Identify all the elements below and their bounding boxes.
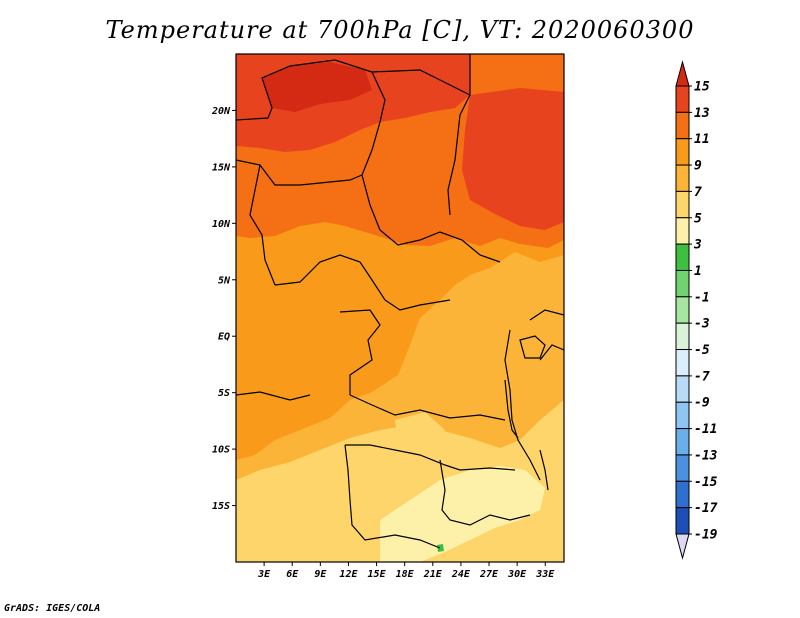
colorbar-label: -5 [694, 343, 710, 358]
colorbar-segment [675, 111, 690, 140]
border-line [439, 459, 531, 526]
colorbar-bottom-arrow [675, 533, 690, 560]
longitude-axis: 3E 6E 9E 12E 15E 18E 21E 24E 27E 30E 33E [257, 562, 555, 580]
colorbar-label: 7 [694, 185, 702, 200]
border-line [339, 309, 381, 395]
colorbar-segment [675, 190, 690, 219]
lon-tick-label: 3E [257, 569, 271, 580]
lake-malawi [539, 449, 549, 491]
border-line [249, 164, 276, 286]
colorbar-segment [675, 85, 690, 113]
lat-tick-label: 5N [218, 275, 231, 286]
border-line [236, 391, 311, 401]
colorbar-label: -11 [694, 422, 717, 437]
border-line [529, 309, 564, 321]
colorbar-segment [675, 454, 690, 482]
lat-tick-label: 10S [212, 445, 230, 456]
colorbar-label: 13 [694, 106, 710, 121]
colorbar: 15 13 11 9 7 5 3 1 -1 -3 -5 -7 -9 -11 -13 -15 -17 -19 [675, 60, 718, 560]
colorbar-label: 11 [694, 132, 710, 147]
lon-tick-label: 30E [507, 569, 527, 580]
lat-tick-label: 5S [218, 388, 230, 399]
colorbar-label: -9 [694, 396, 710, 411]
field-3-5 [437, 544, 444, 552]
lon-tick-label: 15E [368, 569, 387, 580]
field-blob-3 [395, 412, 445, 448]
grads-credit: GrADS: IGES/COLA [4, 603, 101, 614]
border-line [274, 254, 451, 311]
lon-tick-label: 24E [451, 569, 471, 580]
border-line [447, 54, 471, 216]
border-line [334, 59, 386, 231]
colorbar-label: 9 [694, 159, 702, 174]
field-15plus [262, 62, 372, 112]
colorbar-label: 5 [694, 211, 702, 226]
colorbar-top-arrow [675, 60, 690, 87]
latitude-axis: 20N 15N 10N 5N EQ 5S 10S 15S [211, 106, 236, 512]
lake-tanganyika [504, 379, 519, 439]
lon-tick-label: 12E [339, 569, 358, 580]
lat-tick-label: 15S [212, 501, 230, 512]
lon-tick-label: 9E [314, 569, 327, 580]
border-line [349, 394, 506, 421]
colorbar-segment [675, 269, 690, 298]
colorbar-segment [675, 243, 690, 271]
lat-tick-label: 10N [212, 219, 231, 230]
border-line [236, 59, 336, 121]
field-5-7 [380, 466, 545, 562]
colorbar-segment [675, 428, 690, 456]
border-line [344, 444, 441, 549]
colorbar-segment [675, 349, 690, 377]
colorbar-label: -3 [694, 317, 710, 332]
colorbar-label: -7 [694, 369, 710, 384]
lon-tick-label: 18E [396, 569, 415, 580]
colorbar-segment [675, 164, 690, 192]
lat-tick-label: EQ [218, 332, 230, 343]
colorbar-label: -19 [694, 528, 718, 543]
country-boundaries [236, 54, 564, 549]
colorbar-segment [675, 375, 690, 403]
colorbar-segment [675, 507, 690, 535]
border-line [345, 444, 516, 471]
colorbar-label: -13 [694, 448, 718, 463]
lon-tick-label: 33E [535, 569, 555, 580]
lat-tick-label: 15N [212, 162, 231, 173]
border-line [371, 69, 471, 96]
field-east-warm [462, 88, 564, 230]
colorbar-label: 1 [694, 264, 702, 279]
border-line [504, 329, 541, 481]
border-line [539, 344, 564, 361]
colorbar-label: -1 [694, 290, 710, 305]
field-blob-2 [470, 318, 520, 360]
lon-tick-label: 21E [423, 569, 443, 580]
lon-tick-label: 6E [286, 569, 299, 580]
lake-victoria [519, 335, 546, 359]
colorbar-segment [675, 401, 690, 430]
colorbar-segment [675, 296, 690, 324]
map-frame [235, 53, 565, 563]
colorbar-segment [675, 217, 690, 245]
colorbar-label: -15 [694, 475, 718, 490]
lat-tick-label: 20N [211, 106, 231, 117]
colorbar-label: 15 [694, 80, 710, 95]
border-line [379, 229, 501, 263]
colorbar-segment [675, 480, 690, 509]
temperature-field [236, 54, 564, 562]
lon-tick-label: 27E [479, 569, 499, 580]
colorbar-label: -17 [694, 501, 718, 516]
colorbar-segment [675, 322, 690, 351]
field-blob-1 [280, 312, 330, 352]
chart-title: Temperature at 700hPa [C], VT: 202006030… [105, 16, 695, 44]
colorbar-segment [675, 138, 690, 166]
colorbar-label: 3 [693, 238, 702, 253]
